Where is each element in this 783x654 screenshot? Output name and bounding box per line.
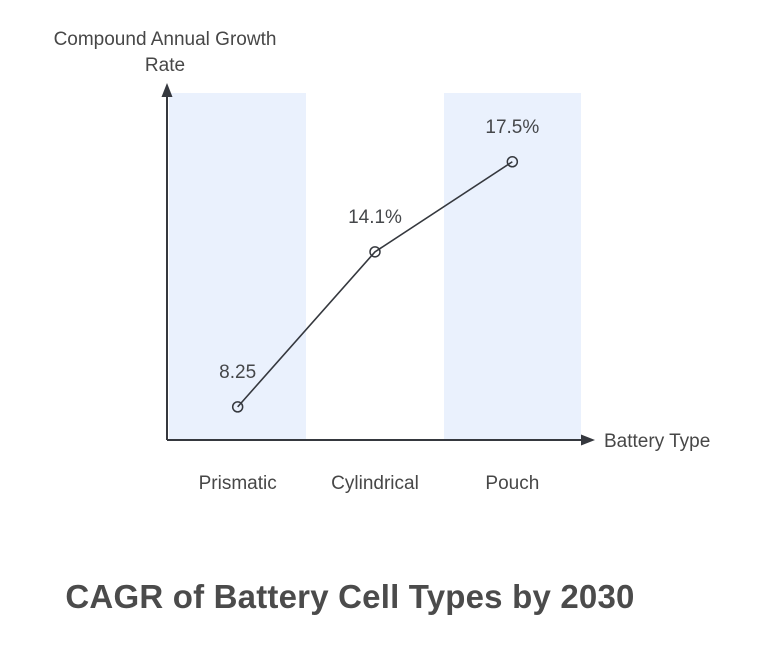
- data-label: 8.25: [219, 361, 257, 383]
- x-category-label: Cylindrical: [331, 473, 419, 494]
- x-category-label: Pouch: [485, 473, 540, 494]
- y-axis-title: Compound Annual Growth Rate: [42, 27, 288, 79]
- data-label: 17.5%: [485, 116, 540, 138]
- y-axis-title-line-2: Rate: [144, 55, 186, 76]
- highlight-band: [443, 93, 581, 440]
- data-label: 14.1%: [348, 206, 402, 228]
- y-axis-title-line-1: Compound Annual Growth: [53, 29, 277, 50]
- highlight-band: [169, 93, 307, 440]
- chart-title: CAGR of Battery Cell Types by 2030: [65, 578, 635, 615]
- x-axis-title: Battery Type: [604, 431, 711, 452]
- data-point-marker: [369, 246, 381, 258]
- x-axis-arrow-icon: [581, 434, 595, 446]
- x-category-label: Prismatic: [198, 473, 277, 494]
